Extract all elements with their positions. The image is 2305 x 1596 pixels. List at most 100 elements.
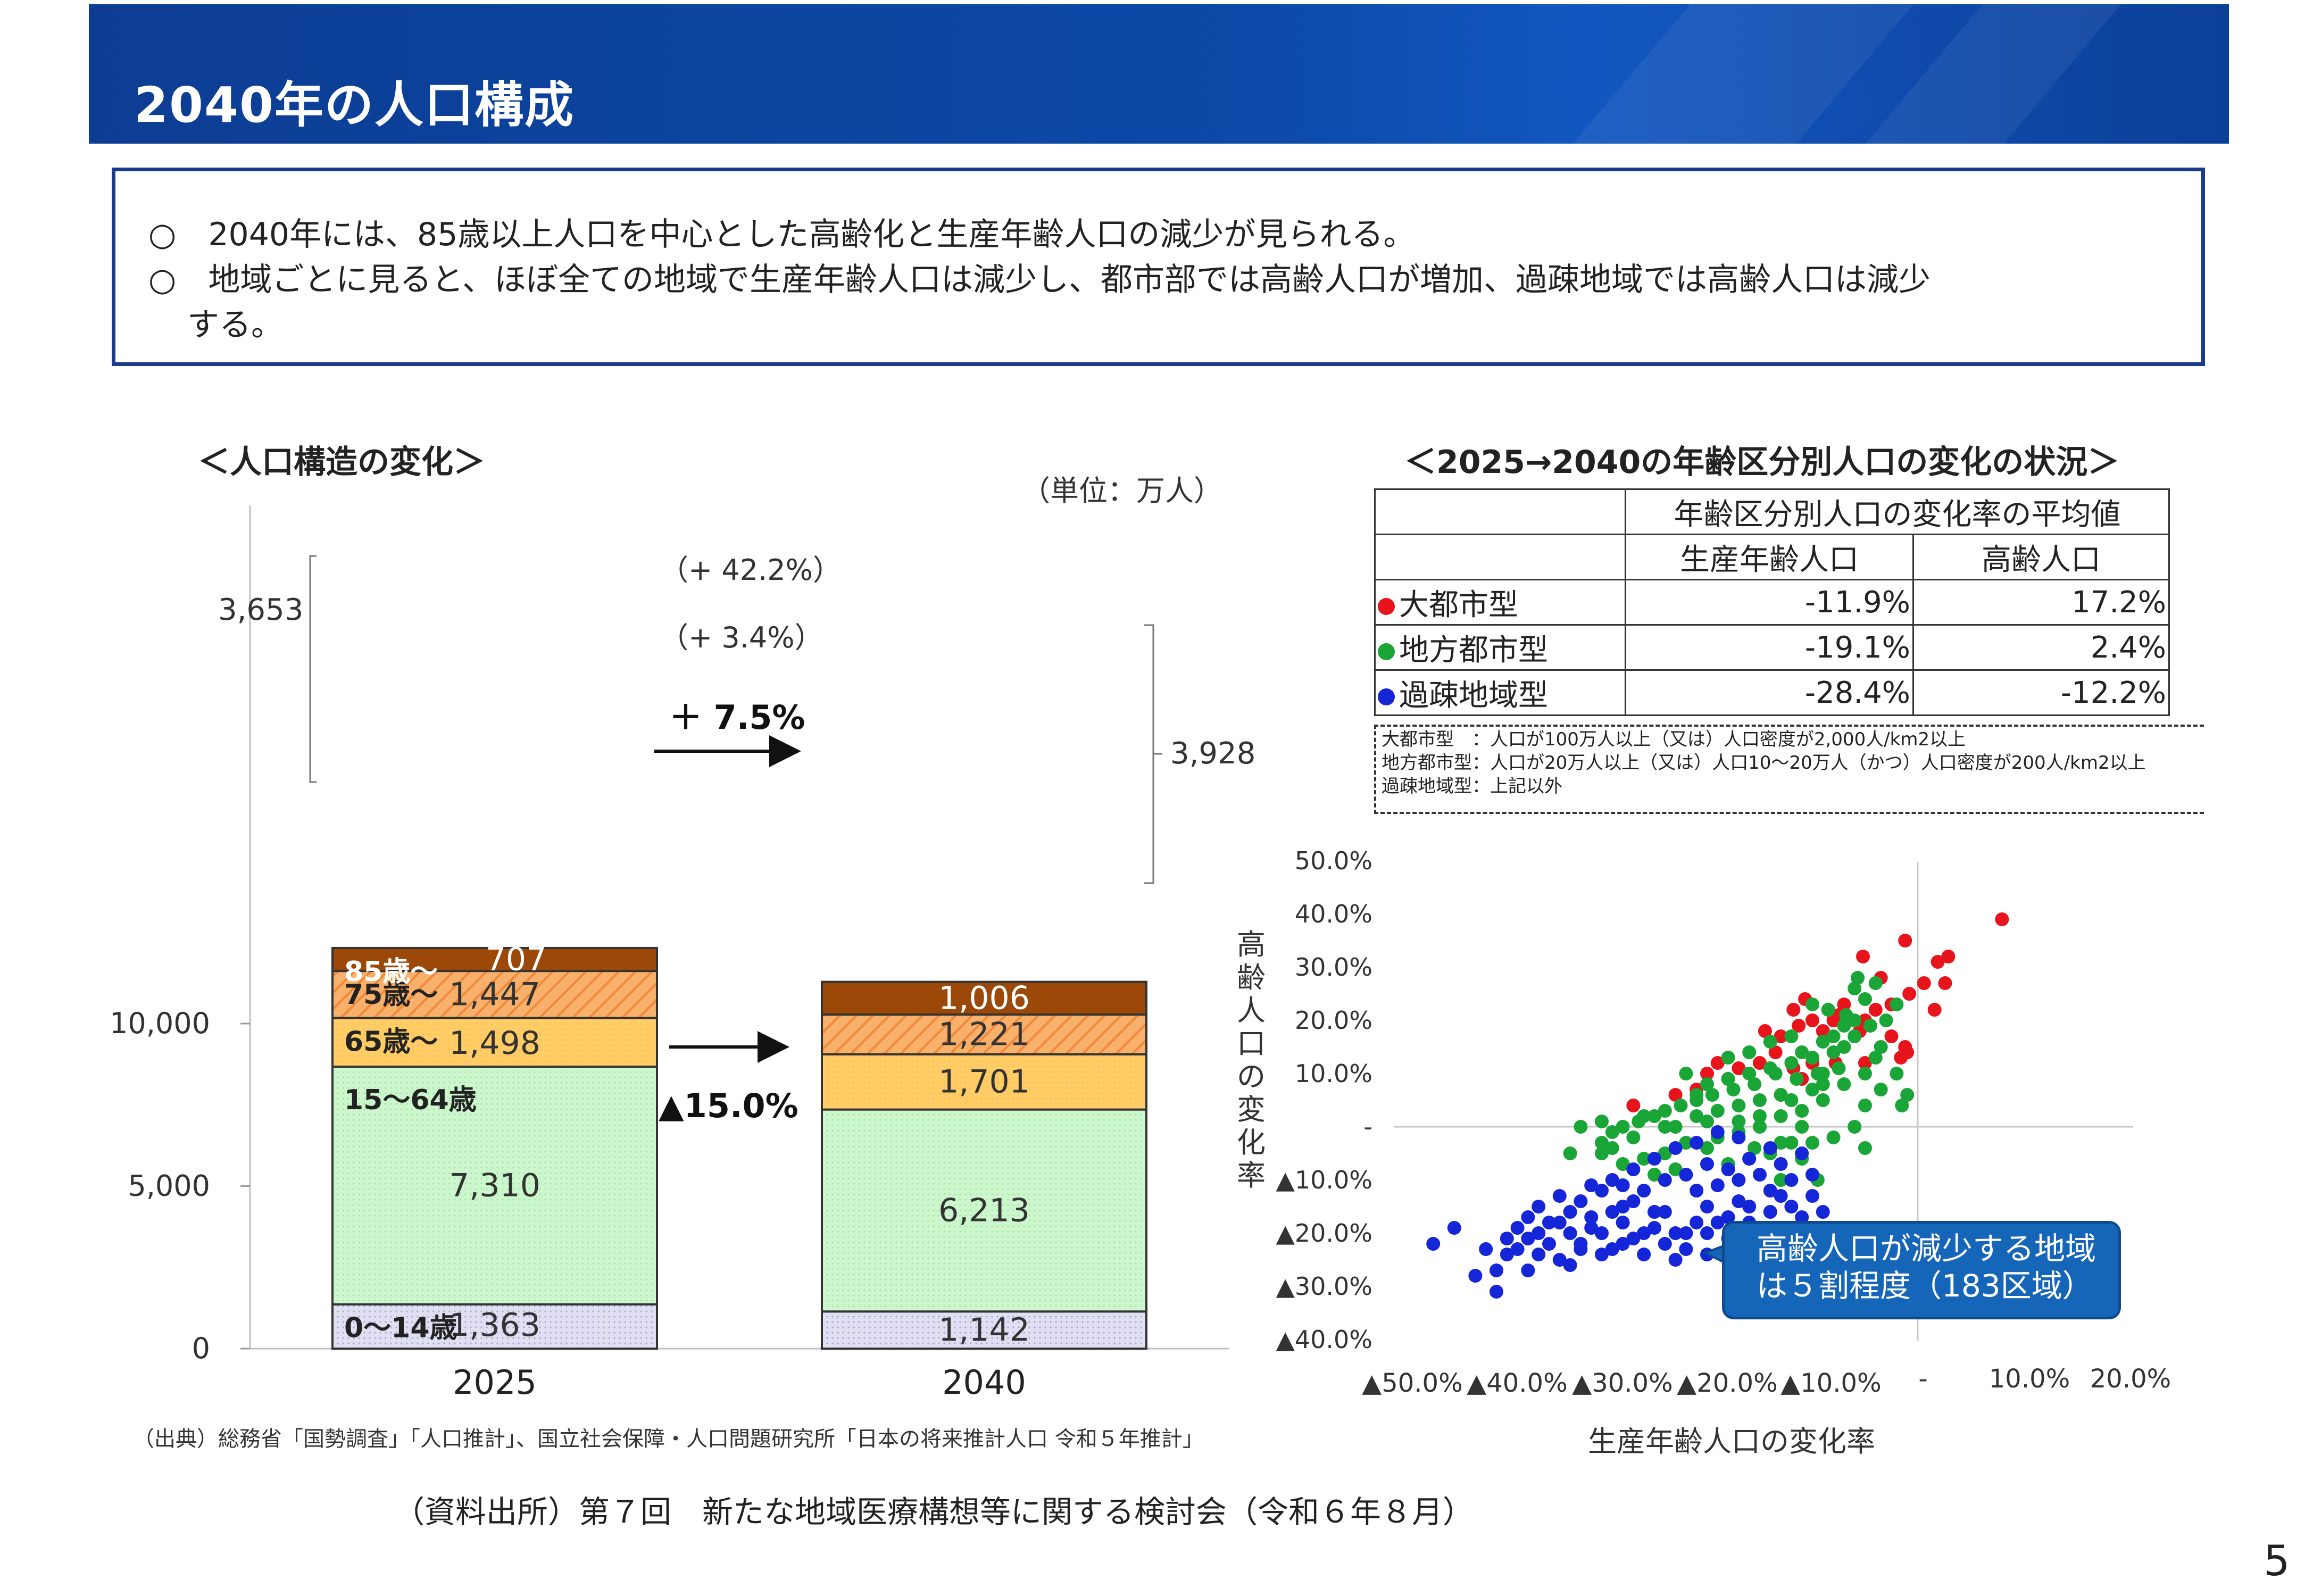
scatter-point [1616,1216,1630,1229]
scatter-point [1690,1088,1704,1102]
scatter-y-tick-label: 50.0% [1295,846,1372,875]
scatter-point [1468,1269,1483,1283]
scatter-point [1584,1210,1599,1224]
scatter-point [1816,1093,1830,1107]
scatter-point [1890,998,1904,1011]
scatter-point [1898,1040,1912,1054]
scatter-point [1595,1184,1609,1198]
note-regional: 地方都市型：人口が20万人以上（又は）人口10〜20万人（かつ）人口密度が200… [1382,752,2146,774]
scatter-point [1821,1003,1835,1017]
scatter-point [1647,1168,1661,1182]
scatter-point [1856,950,1870,963]
material-source: （資料出所）第７回 新たな地域医療構想等に関する検討会（令和６年８月） [394,1494,1474,1530]
scatter-point [1595,1115,1609,1128]
note-urban: 大都市型 ：人口が100万人以上（又は）人口密度が2,000人/km2以上 [1382,729,1966,750]
scatter-point [1532,1248,1546,1261]
page-title: 2040年の人口構成 [134,77,575,134]
scatter-point [1710,1056,1725,1070]
scatter-point [1426,1237,1441,1251]
scatter-x-tick-label: ▲50.0% [1362,1368,1462,1398]
scatter-point [1902,987,1917,1001]
scatter-x-axis-title: 生産年齢人口の変化率 [1588,1425,1875,1458]
scatter-point [1853,1024,1867,1038]
scatter-point [1710,1104,1725,1118]
scatter-point [1917,976,1931,990]
scatter-point [1858,1141,1872,1155]
scatter-point [1753,1056,1767,1070]
scatter-point [1595,1248,1609,1261]
scatter-point [1605,1205,1619,1219]
scatter-point [1742,1067,1757,1080]
scatter-point [1832,1008,1846,1022]
bar-value-label: 7,310 [449,1167,540,1204]
scatter-point [1868,1051,1883,1065]
bar-value-label: 707 [486,941,547,978]
scatter-point [1500,1248,1514,1261]
scatter-point [1489,1264,1503,1277]
table-group-header: 年齢区分別人口の変化率の平均値 [1625,488,2170,535]
scatter-point [1763,1205,1777,1219]
scatter-point [1868,1003,1883,1017]
scatter-point [1784,1093,1799,1107]
scatter-point [1616,1237,1630,1251]
scatter-point [1768,1067,1783,1080]
change-85-label: （+ 42.2%） [660,553,842,587]
bar-segment [331,1017,658,1068]
scatter-point [1786,1003,1801,1017]
definition-notes: 大都市型 ：人口が100万人以上（又は）人口密度が2,000人/km2以上 地方… [1374,725,2204,814]
scatter-point [1521,1232,1535,1245]
scatter-point [1510,1242,1525,1256]
change-elderly-label: ＋ 7.5% [669,698,805,737]
scatter-point [1616,1120,1630,1134]
scatter-point [1658,1104,1672,1118]
scatter-point [1721,1162,1735,1176]
scatter-point [1790,1072,1804,1086]
scatter-point [1595,1226,1609,1240]
scatter-y-tick-label: ▲40.0% [1276,1325,1372,1354]
scatter-point [1690,1136,1704,1150]
scatter-point [1890,1067,1904,1080]
bar-value-label: 1,221 [938,1016,1030,1053]
scatter-y-tick-label: 10.0% [1295,1059,1372,1088]
scatter-point [1563,1205,1577,1219]
scatter-point [1795,1045,1809,1059]
scatter-point [1784,1029,1799,1043]
unit-label: （単位：万人） [1021,474,1222,508]
bar-age-label: 65歳〜 [344,1026,438,1058]
scatter-point [1721,1072,1735,1086]
scatter-y-tick-label: ▲10.0% [1276,1166,1372,1194]
scatter-y-tick-label: 20.0% [1295,1006,1372,1035]
scatter-point [1941,950,1955,963]
scatter-point [1668,1120,1683,1134]
scatter-point [1521,1210,1535,1224]
scatter-point [1858,1056,1872,1070]
scatter-point [1837,1019,1851,1033]
scatter-point [1500,1232,1514,1245]
scatter-point [1626,1162,1641,1176]
scatter-x-tick-label: ▲40.0% [1467,1368,1567,1398]
scatter-point [1674,1099,1688,1112]
scatter-point [1768,1045,1783,1059]
scatter-y-tick-label: 30.0% [1295,953,1372,982]
green-dot-icon [1378,643,1395,661]
bar-segment [821,980,1147,1016]
scatter-y-tick-label: - [1363,1112,1372,1141]
scatter-point [1552,1216,1567,1229]
scatter-point [1863,1019,1877,1033]
regional-working: -19.1% [1625,624,1914,671]
scatter-point [1668,1141,1683,1155]
population-structure-title: ＜人口構造の変化＞ [198,444,485,481]
title-banner: 2040年の人口構成 [89,4,2229,144]
scatter-point [1763,1035,1777,1049]
scatter-point [1563,1258,1577,1272]
scatter-point [1826,1013,1841,1027]
scatter-point [1748,1077,1762,1091]
scatter-point [1595,1136,1609,1150]
scatter-point [1894,1051,1908,1065]
bracket-2040 [1144,624,1154,884]
scatter-point [1658,1120,1672,1134]
scatter-point [1658,1205,1672,1219]
scatter-point [1879,1013,1893,1027]
bar-age-label: 0〜14歳 [344,1312,457,1344]
